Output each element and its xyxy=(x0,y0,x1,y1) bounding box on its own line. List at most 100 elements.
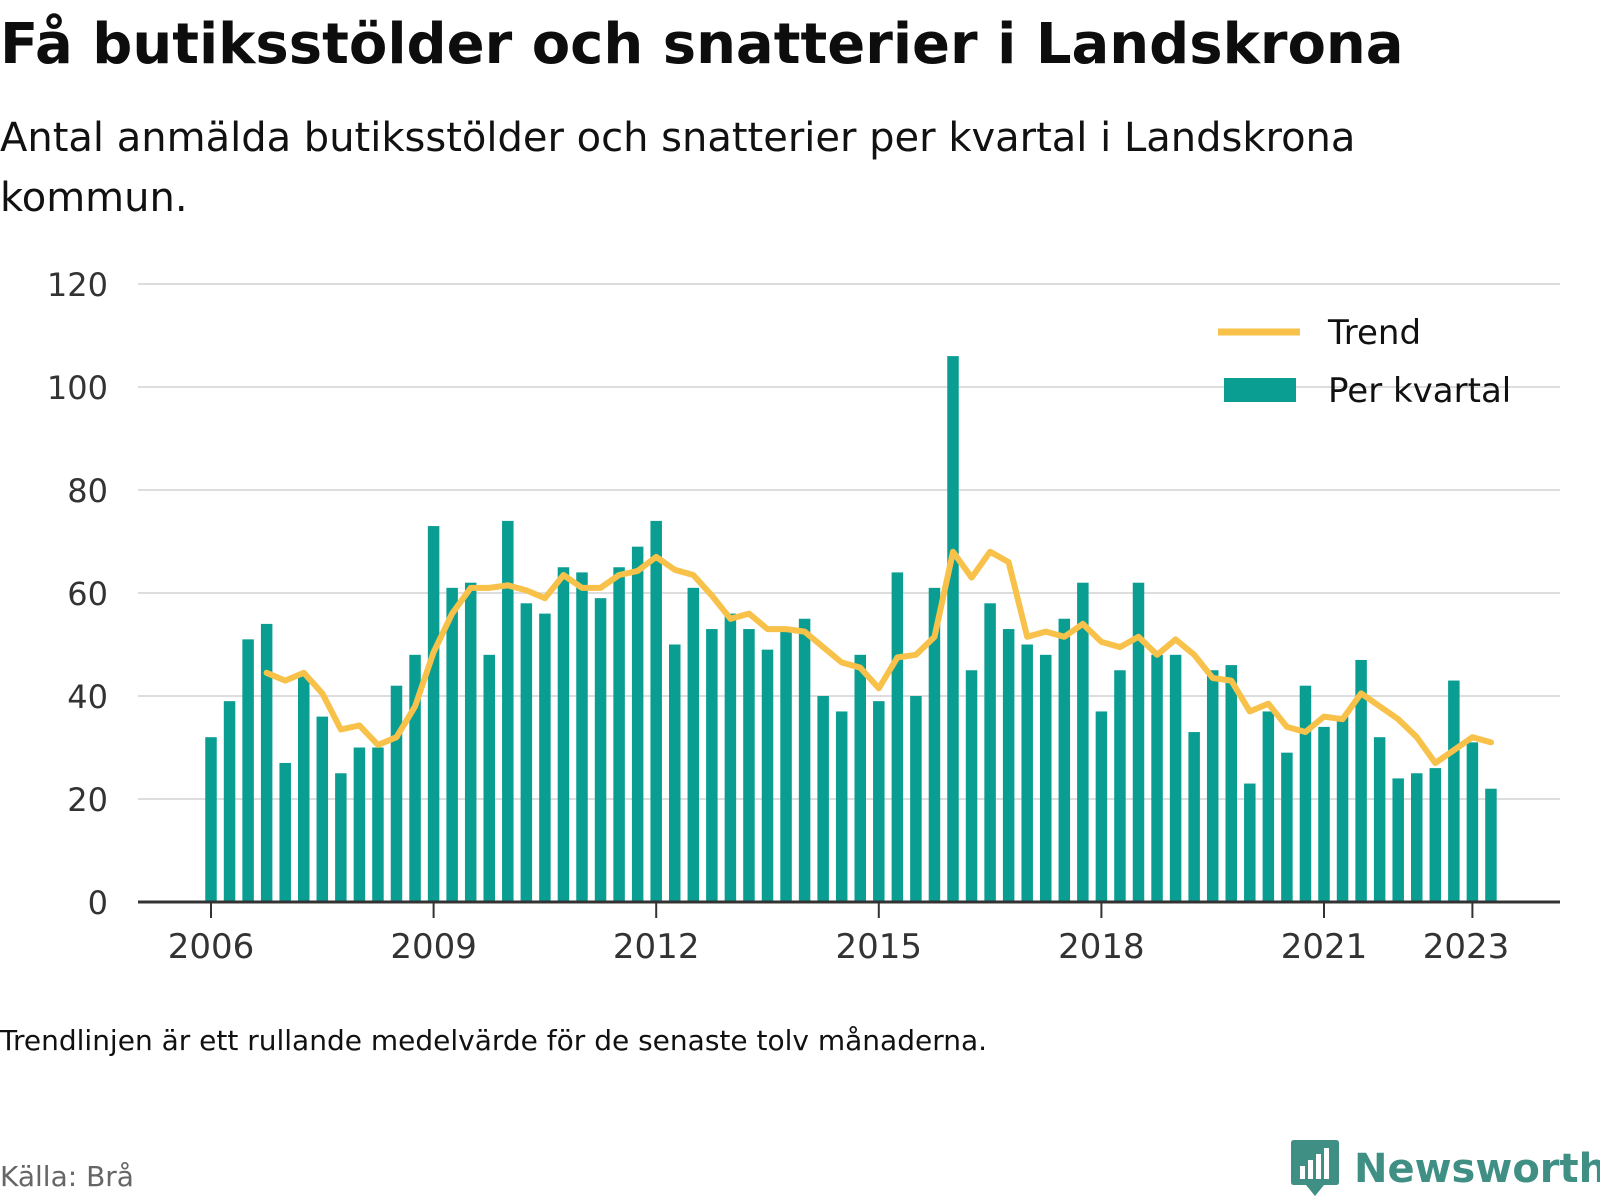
bar xyxy=(298,675,310,902)
legend: Trend Per kvartal xyxy=(1218,313,1511,411)
legend-bar-swatch xyxy=(1224,378,1296,402)
bar xyxy=(446,587,458,902)
bar xyxy=(1485,788,1497,902)
trend-line xyxy=(263,548,1494,766)
brand-logo: Newsworthy xyxy=(1290,1138,1600,1200)
bar xyxy=(576,572,588,902)
bar xyxy=(669,644,681,902)
bar xyxy=(724,613,737,902)
bar xyxy=(928,587,941,902)
bar xyxy=(891,572,904,902)
chart-title: Få butiksstölder och snatterier i Landsk… xyxy=(0,12,1404,77)
bar xyxy=(353,747,366,902)
bar xyxy=(743,629,755,902)
bar xyxy=(613,567,625,902)
bar xyxy=(1206,670,1219,902)
bar xyxy=(1448,680,1460,902)
source-label: Källa: Brå xyxy=(0,1160,134,1193)
bar xyxy=(502,520,514,902)
x-tick-label: 2015 xyxy=(836,927,923,967)
bar xyxy=(464,582,477,902)
x-tick-label: 2012 xyxy=(613,927,700,967)
x-tick-label: 2018 xyxy=(1058,927,1145,967)
bar xyxy=(1262,711,1275,902)
bar xyxy=(1169,654,1182,902)
x-tick-label: 2009 xyxy=(390,927,477,967)
bar xyxy=(539,613,551,902)
bar xyxy=(1132,582,1145,902)
trend-series xyxy=(263,548,1494,766)
bar xyxy=(1225,665,1237,902)
trend-note: Trendlinjen är ett rullande medelvärde f… xyxy=(0,1024,988,1057)
bar xyxy=(1281,752,1293,902)
bar xyxy=(557,567,570,902)
bar xyxy=(1392,778,1404,902)
bar xyxy=(761,649,774,902)
bar xyxy=(1244,783,1256,902)
bar xyxy=(1373,737,1386,902)
bar xyxy=(594,598,607,902)
bar xyxy=(390,685,403,902)
y-tick-label: 40 xyxy=(67,678,108,716)
bar xyxy=(1188,732,1200,902)
bar xyxy=(427,526,440,902)
bar xyxy=(817,696,829,902)
bar xyxy=(520,603,533,902)
bar xyxy=(650,520,662,902)
y-tick-label: 120 xyxy=(47,266,108,304)
bar xyxy=(1002,629,1015,902)
chart: 0 20 40 60 80 100 120 2006 2009 2012 2015 2018 2021 2… xyxy=(47,266,1560,967)
bar xyxy=(798,618,811,902)
bar xyxy=(483,654,495,902)
bar xyxy=(1411,773,1423,902)
bar xyxy=(1299,685,1312,902)
newsworthy-logo-icon xyxy=(1291,1140,1339,1196)
bar xyxy=(1021,644,1033,902)
bar xyxy=(242,639,254,902)
bar xyxy=(1151,654,1163,902)
bar xyxy=(1336,716,1349,902)
bar xyxy=(316,716,329,902)
y-tick-label: 20 xyxy=(67,781,108,819)
x-tick-label: 2006 xyxy=(168,927,255,967)
bar xyxy=(965,670,978,902)
bar xyxy=(205,737,217,902)
bar xyxy=(1466,742,1479,902)
x-tick-label: 2023 xyxy=(1423,927,1510,967)
bar xyxy=(1429,768,1442,902)
y-tick-label: 60 xyxy=(67,575,108,613)
bar xyxy=(780,629,792,902)
bar xyxy=(1077,582,1089,902)
brand-name: Newsworthy xyxy=(1354,1146,1600,1192)
legend-bar-label: Per kvartal xyxy=(1328,371,1511,411)
bar xyxy=(260,623,273,902)
bar-series xyxy=(205,356,1497,903)
y-tick-label: 0 xyxy=(88,884,108,922)
bar xyxy=(984,603,996,902)
y-tick-label: 100 xyxy=(47,369,108,407)
bar xyxy=(1355,659,1367,902)
bar xyxy=(1058,618,1071,902)
bar xyxy=(706,629,718,902)
bar xyxy=(1040,654,1052,902)
bar xyxy=(631,546,644,902)
bar xyxy=(409,654,421,902)
chart-subtitle: Antal anmälda butiksstölder och snatteri… xyxy=(0,115,1356,221)
bar xyxy=(947,356,959,903)
bar xyxy=(873,701,885,902)
bar xyxy=(854,654,866,902)
legend-trend-label: Trend xyxy=(1327,313,1421,353)
bar xyxy=(223,701,236,902)
bar xyxy=(372,747,384,902)
bar xyxy=(1114,670,1126,902)
y-tick-label: 80 xyxy=(67,472,108,510)
bar xyxy=(1095,711,1108,902)
bar xyxy=(687,587,700,902)
x-tick-label: 2021 xyxy=(1281,927,1368,967)
bar xyxy=(835,711,848,902)
bar xyxy=(279,762,291,902)
bar xyxy=(1318,726,1330,902)
bar xyxy=(335,773,347,902)
axes: 0 20 40 60 80 100 120 2006 2009 2012 2015 2018 2021 2… xyxy=(47,266,1560,967)
bar xyxy=(910,696,922,902)
